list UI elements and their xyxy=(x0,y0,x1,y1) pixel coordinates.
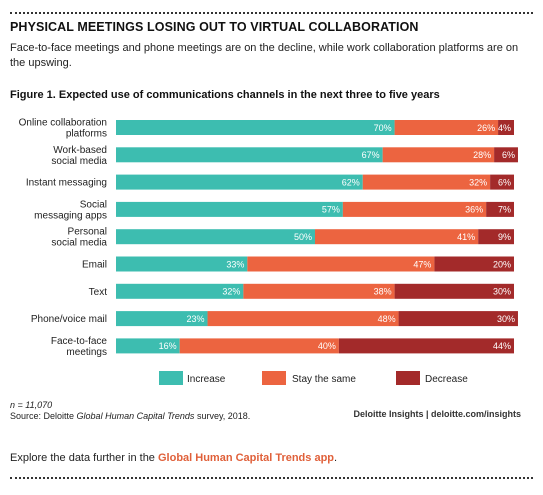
bar-segment xyxy=(434,256,514,272)
data-label: 62% xyxy=(342,177,360,187)
explore-line: Explore the data further in the Global H… xyxy=(10,452,337,464)
bar-segment xyxy=(179,338,339,354)
category-label-line: Text xyxy=(89,287,108,298)
data-label: 41% xyxy=(457,232,475,242)
category-label-line: Personal xyxy=(68,227,107,238)
data-label: 40% xyxy=(318,341,336,351)
category-label-line: Phone/voice mail xyxy=(31,314,107,325)
data-label: 50% xyxy=(294,232,312,242)
stacked-bar-chart: Online collaboration platforms 70% 26% 4% Wor… xyxy=(19,118,518,385)
bar-segment xyxy=(116,201,343,217)
legend-label: Increase xyxy=(187,374,226,385)
bar-segment xyxy=(398,311,518,327)
bottom-dotted-rule xyxy=(10,477,533,479)
category-label: Social messaging apps xyxy=(34,199,107,221)
category-label-line: Email xyxy=(82,260,107,271)
bar-segment xyxy=(116,147,383,163)
bar-segment xyxy=(116,283,244,299)
category-label: Phone/voice mail xyxy=(31,314,107,325)
bar-segment xyxy=(394,283,514,299)
publisher-credit: Deloitte Insights | deloitte.com/insight… xyxy=(353,409,521,419)
data-label: 16% xyxy=(159,341,177,351)
category-label-line: Work-based xyxy=(53,145,107,156)
data-label: 47% xyxy=(413,259,431,269)
data-label: 57% xyxy=(322,205,340,215)
bar-segment xyxy=(494,147,518,163)
bar-segment xyxy=(116,229,315,245)
data-label: 20% xyxy=(493,259,511,269)
bar-segment xyxy=(478,229,514,245)
bar-segment xyxy=(342,201,487,217)
legend-label: Stay the same xyxy=(292,374,356,385)
data-label: 48% xyxy=(378,314,396,324)
category-label-line: messaging apps xyxy=(34,210,107,221)
sample-size-note: n = 11,070 xyxy=(10,400,53,410)
data-label: 7% xyxy=(498,205,511,215)
category-label: Work-based social media xyxy=(51,145,107,167)
category-label-line: Social xyxy=(80,199,107,210)
source-prefix: Source: Deloitte xyxy=(10,411,77,421)
bar-segment xyxy=(116,120,395,135)
bar-segment xyxy=(116,256,248,272)
explore-suffix: . xyxy=(334,452,338,464)
source-publication: Global Human Capital Trends xyxy=(76,411,195,421)
category-label-line: social media xyxy=(51,156,107,167)
category-label: Instant messaging xyxy=(26,178,107,189)
bar-segment xyxy=(116,311,208,327)
bar-segment xyxy=(382,147,495,163)
category-label-line: Instant messaging xyxy=(26,178,107,189)
category-label: Text xyxy=(89,287,108,298)
category-label-line: Face-to-face xyxy=(51,336,108,347)
bar-segment xyxy=(362,174,491,190)
data-label: 33% xyxy=(226,259,244,269)
legend-swatch xyxy=(396,371,420,385)
category-label: Personal social media xyxy=(51,227,107,249)
data-label: 30% xyxy=(493,287,511,297)
category-label: Online collaboration platforms xyxy=(19,118,107,140)
source-suffix: survey, 2018. xyxy=(194,411,251,421)
bar-segment xyxy=(486,201,514,217)
data-label: 6% xyxy=(498,177,511,187)
headline: PHYSICAL MEETINGS LOSING OUT TO VIRTUAL … xyxy=(10,20,419,34)
legend-swatch xyxy=(262,371,286,385)
data-label: 32% xyxy=(469,177,487,187)
data-label: 28% xyxy=(473,150,491,160)
category-label-line: Online collaboration xyxy=(19,118,107,129)
category-label-line: platforms xyxy=(66,129,107,140)
bar-segment xyxy=(116,338,180,354)
figure-title: Figure 1. Expected use of communications… xyxy=(10,89,440,101)
category-label: Face-to-face meetings xyxy=(51,336,108,358)
data-label: 6% xyxy=(502,150,515,160)
explore-prefix: Explore the data further in the xyxy=(10,452,158,464)
legend-label: Decrease xyxy=(425,374,468,385)
data-label: 4% xyxy=(498,123,511,133)
data-label: 9% xyxy=(498,232,511,242)
bar-segment xyxy=(394,120,499,135)
bar-segment xyxy=(338,338,514,354)
data-label: 36% xyxy=(465,205,483,215)
data-label: 26% xyxy=(477,123,495,133)
bar-segment xyxy=(116,174,363,190)
data-label: 38% xyxy=(374,287,392,297)
data-label: 67% xyxy=(362,150,380,160)
data-label: 30% xyxy=(497,314,515,324)
legend-swatch xyxy=(159,371,183,385)
bar-segment xyxy=(207,311,399,327)
source-note: Source: Deloitte Global Human Capital Tr… xyxy=(10,411,250,421)
category-label-line: meetings xyxy=(66,347,107,358)
bar-segment xyxy=(490,174,514,190)
data-label: 32% xyxy=(222,287,240,297)
app-link[interactable]: Global Human Capital Trends app xyxy=(157,452,335,464)
bar-segment xyxy=(243,283,395,299)
bar-segment xyxy=(498,120,514,135)
data-label: 23% xyxy=(187,314,205,324)
bar-segment xyxy=(247,256,435,272)
category-label: Email xyxy=(82,260,107,271)
category-label-line: social media xyxy=(51,238,107,249)
data-label: 44% xyxy=(493,341,511,351)
subheadline: Face-to-face meetings and phone meetings… xyxy=(10,42,519,69)
data-label: 70% xyxy=(374,123,392,133)
bar-segment xyxy=(315,229,479,245)
top-dotted-rule xyxy=(10,12,533,14)
